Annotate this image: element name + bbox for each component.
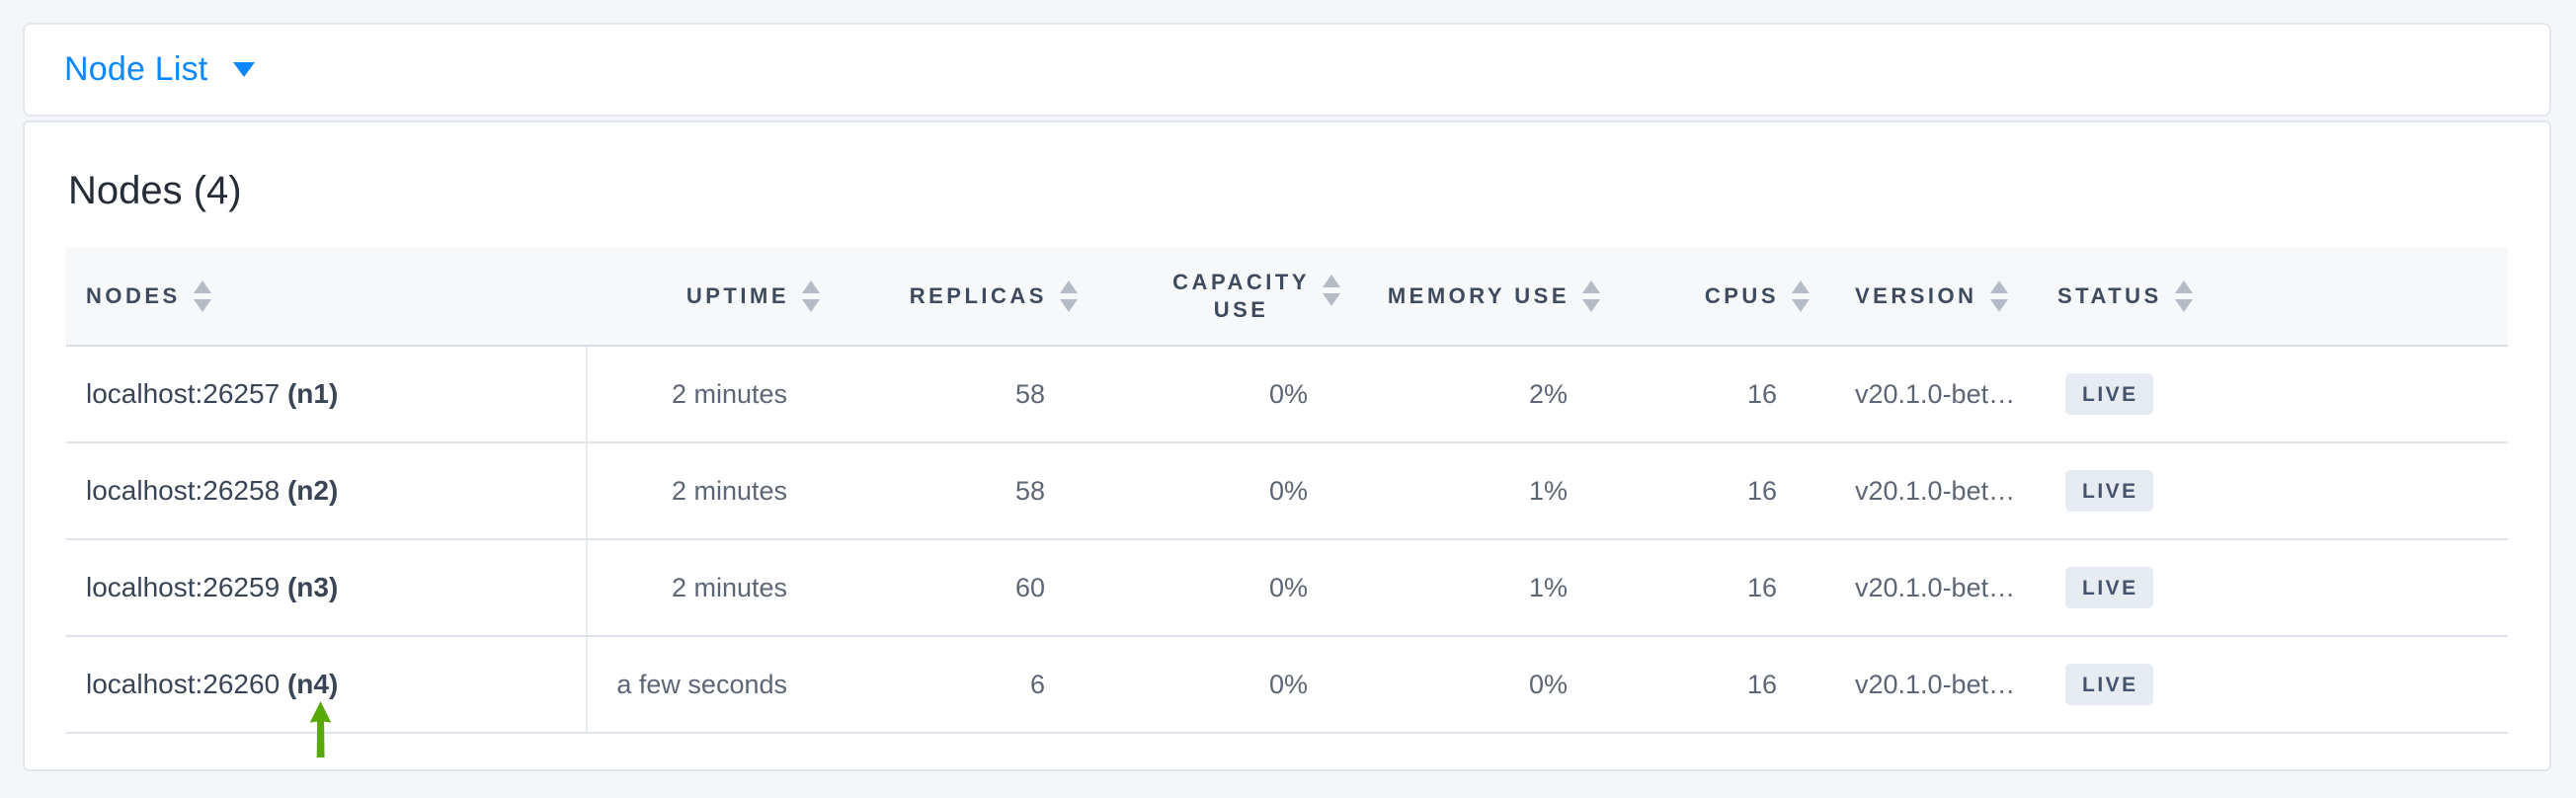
table-row: localhost:26260 (n4) a few seconds 6 0% … — [66, 636, 2508, 734]
cell-node-address: localhost:26257 (n1) — [66, 346, 588, 443]
column-label-cpus: CPUS — [1704, 282, 1779, 308]
cell-memory-use: 1% — [1351, 539, 1611, 637]
column-header-cpus[interactable]: CPUS — [1611, 247, 1820, 347]
green-arrow-up-icon — [309, 701, 332, 758]
cell-status: LIVE — [2048, 442, 2508, 540]
cell-version: v20.1.0-bet… — [1820, 442, 2048, 540]
table-header-row: NODES UPTIME REPLICAS CAPACITY USE MEMORY… — [66, 247, 2508, 347]
cell-cpus: 16 — [1611, 539, 1820, 637]
cell-node-address: localhost:26259 (n3) — [66, 539, 588, 637]
status-badge: LIVE — [2065, 664, 2153, 705]
sort-icon — [193, 279, 211, 312]
caret-down-icon — [233, 62, 256, 77]
column-label-memory-use: MEMORY USE — [1387, 282, 1570, 308]
cell-capacity-use: 0% — [1088, 539, 1351, 637]
cell-uptime: 2 minutes — [587, 442, 831, 540]
cell-version: v20.1.0-bet… — [1820, 346, 2048, 443]
column-label-status: STATUS — [2057, 282, 2162, 308]
node-address: localhost:26258 — [86, 475, 281, 506]
page-title: Nodes (4) — [68, 169, 242, 212]
column-label-nodes: NODES — [86, 282, 181, 308]
node-id: (n4) — [286, 669, 339, 699]
cell-memory-use: 2% — [1351, 346, 1611, 443]
node-address: localhost:26259 — [86, 572, 281, 602]
column-label-capacity-line1: CAPACITY — [1172, 269, 1310, 294]
cell-uptime: 2 minutes — [587, 539, 831, 637]
table-row: localhost:26257 (n1) 2 minutes 58 0% 2% … — [66, 346, 2508, 443]
node-list-dropdown[interactable]: Node List — [23, 23, 2551, 117]
column-header-status[interactable]: STATUS — [2048, 247, 2508, 347]
cell-capacity-use: 0% — [1088, 346, 1351, 443]
column-label-capacity-line2: USE — [1213, 296, 1269, 322]
nodes-card: Nodes (4) NODES UPTIME REPLICAS — [23, 120, 2551, 771]
cell-capacity-use: 0% — [1088, 442, 1351, 540]
cell-cpus: 16 — [1611, 442, 1820, 540]
cell-replicas: 58 — [831, 346, 1088, 443]
node-table: NODES UPTIME REPLICAS CAPACITY USE MEMORY… — [66, 247, 2508, 734]
cell-status: LIVE — [2048, 539, 2508, 637]
sort-icon — [1323, 274, 1340, 306]
status-badge: LIVE — [2065, 567, 2153, 608]
sort-icon — [1582, 279, 1600, 312]
sort-icon — [2174, 279, 2193, 312]
cell-capacity-use: 0% — [1088, 636, 1351, 734]
cell-status: LIVE — [2048, 346, 2508, 443]
node-id: (n1) — [286, 378, 339, 409]
cell-replicas: 6 — [831, 636, 1088, 734]
column-label-replicas: REPLICAS — [909, 282, 1047, 308]
cell-replicas: 60 — [831, 539, 1088, 637]
cell-uptime: a few seconds — [587, 636, 831, 734]
cell-memory-use: 1% — [1351, 442, 1611, 540]
column-header-replicas[interactable]: REPLICAS — [831, 247, 1088, 347]
cell-status: LIVE — [2048, 636, 2508, 734]
column-header-version[interactable]: VERSION — [1820, 247, 2048, 347]
node-id: (n3) — [286, 572, 339, 602]
sort-icon — [1989, 279, 2008, 312]
sort-icon — [1792, 279, 1810, 312]
node-address: localhost:26260 — [86, 669, 281, 699]
cell-uptime: 2 minutes — [587, 346, 831, 443]
cell-replicas: 58 — [831, 442, 1088, 540]
cell-version: v20.1.0-bet… — [1820, 539, 2048, 637]
table-row: localhost:26258 (n2) 2 minutes 58 0% 1% … — [66, 442, 2508, 540]
column-label-version: VERSION — [1855, 282, 1977, 308]
column-label-uptime: UPTIME — [685, 282, 789, 308]
cell-memory-use: 0% — [1351, 636, 1611, 734]
cell-cpus: 16 — [1611, 346, 1820, 443]
sort-icon — [1060, 279, 1078, 312]
cell-version: v20.1.0-bet… — [1820, 636, 2048, 734]
column-header-memory-use[interactable]: MEMORY USE — [1351, 247, 1611, 347]
node-list-dropdown-label: Node List — [64, 50, 208, 88]
table-row: localhost:26259 (n3) 2 minutes 60 0% 1% … — [66, 539, 2508, 637]
column-header-nodes[interactable]: NODES — [66, 247, 587, 347]
node-address: localhost:26257 — [86, 378, 281, 409]
column-header-uptime[interactable]: UPTIME — [587, 247, 831, 347]
cell-cpus: 16 — [1611, 636, 1820, 734]
cell-node-address: localhost:26258 (n2) — [66, 442, 588, 540]
status-badge: LIVE — [2065, 373, 2153, 415]
sort-icon — [802, 279, 820, 312]
status-badge: LIVE — [2065, 470, 2153, 512]
node-id: (n2) — [286, 475, 339, 506]
column-header-capacity-use[interactable]: CAPACITY USE — [1088, 247, 1351, 347]
